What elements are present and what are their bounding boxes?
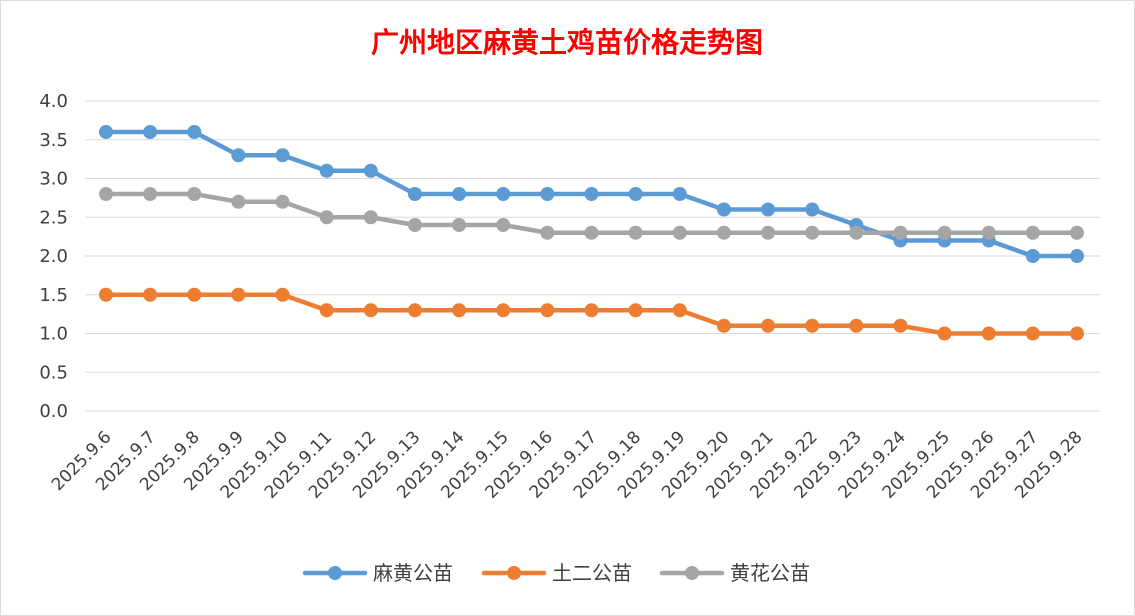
data-point	[143, 287, 158, 302]
data-point	[805, 202, 820, 217]
data-point	[407, 303, 422, 318]
data-point	[99, 125, 113, 139]
data-point	[143, 187, 158, 201]
series-2	[99, 287, 1084, 341]
legend-item: 麻黄公苗	[302, 561, 453, 585]
data-point	[937, 326, 952, 341]
data-point	[981, 225, 996, 240]
data-point	[628, 187, 643, 201]
y-tick-label: 2.5	[39, 207, 68, 228]
data-point	[231, 287, 246, 302]
legend-swatch-marker	[685, 566, 699, 580]
data-point	[99, 287, 113, 302]
series-1	[99, 125, 1084, 263]
y-tick-label: 0.5	[39, 362, 68, 383]
y-tick-label: 0.0	[39, 401, 68, 422]
data-point	[893, 318, 908, 333]
data-point	[363, 163, 378, 178]
series-3	[99, 187, 1084, 240]
data-point	[496, 218, 511, 232]
data-point	[275, 148, 290, 163]
data-point	[540, 303, 555, 318]
data-point	[849, 225, 864, 240]
data-point	[1070, 326, 1084, 341]
data-point	[628, 225, 643, 240]
data-point	[319, 210, 334, 225]
legend-label: 麻黄公苗	[373, 561, 453, 585]
data-point	[231, 194, 246, 209]
legend: 麻黄公苗 土二公苗 黄花公苗	[302, 561, 810, 585]
data-point	[319, 303, 334, 318]
data-point	[1070, 249, 1084, 263]
data-point	[187, 125, 202, 139]
data-point	[937, 225, 952, 240]
legend-item: 黄花公苗	[659, 561, 810, 585]
data-point	[452, 303, 467, 318]
data-point	[893, 225, 908, 240]
data-point	[452, 187, 467, 201]
data-point	[716, 202, 731, 217]
data-point	[452, 218, 467, 232]
y-tick-label: 4.0	[39, 91, 68, 112]
legend-label: 黄花公苗	[730, 561, 810, 585]
chart-title: 广州地区麻黄土鸡苗价格走势图	[371, 26, 763, 59]
data-point	[319, 163, 334, 178]
data-point	[805, 318, 820, 333]
data-point	[540, 225, 555, 240]
data-point	[143, 125, 158, 139]
y-axis-ticks: 0.0 0.5 1.0 1.5 2.0 2.5 3.0 3.5 4.0	[39, 91, 68, 422]
y-tick-label: 1.0	[39, 324, 68, 345]
data-point	[1025, 225, 1040, 240]
data-point	[187, 287, 202, 302]
y-tick-label: 3.0	[39, 169, 68, 190]
data-point	[761, 202, 776, 217]
data-point	[584, 303, 599, 318]
data-point	[672, 187, 687, 201]
data-point	[363, 303, 378, 318]
data-point	[99, 187, 113, 201]
data-point	[672, 303, 687, 318]
data-point	[981, 326, 996, 341]
data-point	[849, 318, 864, 333]
data-point	[628, 303, 643, 318]
data-point	[1070, 225, 1084, 240]
grid-lines	[85, 100, 1100, 412]
data-point	[187, 187, 202, 201]
data-point	[363, 210, 378, 225]
data-point	[231, 148, 246, 163]
data-point	[496, 303, 511, 318]
data-point	[761, 225, 776, 240]
legend-swatch-marker	[328, 566, 342, 580]
data-point	[1025, 326, 1040, 341]
data-point	[540, 187, 555, 201]
data-point	[407, 218, 422, 232]
data-point	[584, 225, 599, 240]
data-point	[761, 318, 776, 333]
series-layer	[99, 125, 1084, 341]
data-point	[805, 225, 820, 240]
data-point	[275, 194, 290, 209]
legend-swatch-marker	[507, 566, 521, 580]
legend-label: 土二公苗	[552, 561, 632, 585]
y-tick-label: 3.5	[39, 130, 68, 151]
y-tick-label: 1.5	[39, 285, 68, 306]
data-point	[496, 187, 511, 201]
data-point	[1025, 249, 1040, 263]
data-point	[275, 287, 290, 302]
data-point	[716, 225, 731, 240]
data-point	[407, 187, 422, 201]
legend-item: 土二公苗	[481, 561, 632, 585]
data-point	[584, 187, 599, 201]
data-point	[716, 318, 731, 333]
data-point	[672, 225, 687, 240]
y-tick-label: 2.0	[39, 246, 68, 267]
